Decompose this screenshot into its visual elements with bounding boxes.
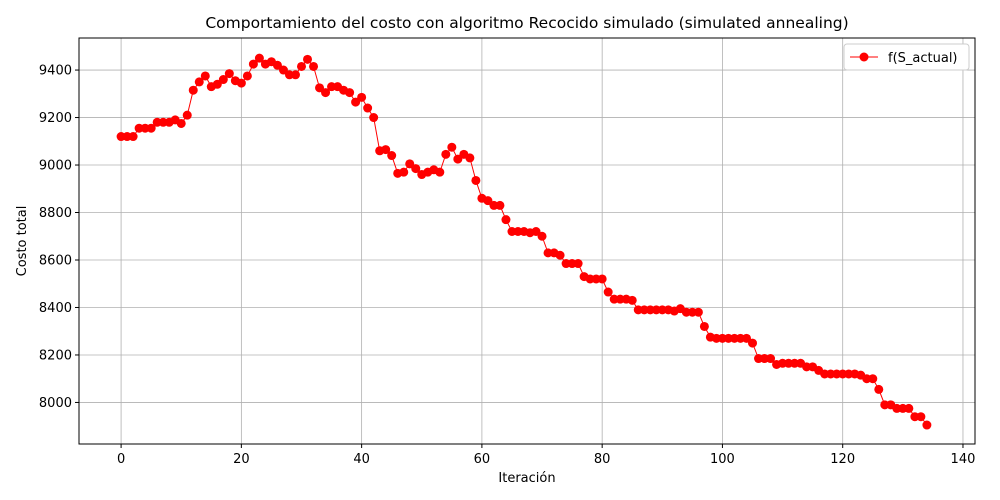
x-tick-label: 20 [233, 452, 250, 467]
data-point [218, 75, 228, 85]
data-point [435, 167, 445, 177]
y-axis-ticks: 8000 8200 8400 8600 8800 9000 9200 9400 [39, 64, 79, 411]
data-point [296, 61, 306, 71]
data-point [904, 403, 914, 413]
data-point [194, 77, 204, 87]
data-point [200, 71, 210, 81]
data-point [363, 103, 373, 113]
data-point [501, 215, 511, 225]
y-tick-label: 8200 [39, 348, 72, 363]
data-point [483, 196, 493, 206]
data-point [357, 92, 367, 102]
data-point [351, 97, 361, 107]
data-point [555, 250, 565, 260]
legend-box [843, 43, 970, 71]
grid-lines [79, 38, 975, 444]
x-tick-label: 40 [353, 452, 370, 467]
data-point [303, 54, 313, 64]
x-tick-label: 0 [117, 452, 125, 467]
data-point [315, 83, 325, 93]
data-point [922, 420, 932, 430]
data-point [495, 200, 505, 210]
data-point [465, 153, 475, 163]
x-tick-label: 100 [710, 452, 735, 467]
data-point [411, 164, 421, 174]
y-tick-label: 9400 [39, 64, 72, 79]
chart-title: Comportamiento del costo con algoritmo R… [205, 14, 848, 32]
data-point [236, 78, 246, 88]
y-tick-label: 8800 [39, 206, 72, 221]
data-point [441, 149, 451, 159]
data-point [242, 71, 252, 81]
data-point [387, 151, 397, 161]
data-point [399, 167, 409, 177]
y-tick-label: 8600 [39, 253, 72, 268]
y-axis-label: Costo total [15, 206, 30, 277]
data-point [597, 274, 607, 284]
legend: f(S_actual) [843, 43, 970, 71]
data-point [531, 227, 541, 237]
data-point [471, 175, 481, 185]
data-point [766, 354, 776, 364]
data-point [874, 384, 884, 394]
data-point [176, 118, 186, 128]
data-point [278, 65, 288, 75]
data-point [741, 333, 751, 343]
data-point [224, 69, 234, 79]
data-point [309, 61, 319, 71]
x-tick-label: 120 [830, 452, 855, 467]
x-axis-label: Iteración [498, 471, 555, 486]
data-point [453, 154, 463, 164]
data-point [248, 59, 258, 69]
data-point [188, 85, 198, 95]
data-point [369, 113, 379, 123]
y-tick-label: 9000 [39, 159, 72, 174]
x-tick-label: 140 [951, 452, 976, 467]
data-point [345, 88, 355, 98]
data-point [627, 295, 637, 305]
data-points [116, 53, 932, 430]
y-tick-label: 8400 [39, 301, 72, 316]
y-tick-label: 8000 [39, 396, 72, 411]
data-point [290, 70, 300, 80]
legend-marker-sample [859, 52, 869, 62]
data-point [405, 159, 415, 169]
data-point [182, 110, 192, 120]
x-tick-label: 80 [594, 452, 611, 467]
x-axis-ticks: 0 20 40 60 80 100 120 140 [117, 444, 975, 467]
data-point [272, 60, 282, 70]
legend-label: f(S_actual) [888, 51, 958, 66]
data-point [699, 321, 709, 331]
data-point [212, 79, 222, 89]
data-point [603, 287, 613, 297]
data-point [868, 374, 878, 384]
data-point [146, 123, 156, 133]
data-point [128, 132, 138, 142]
data-point [916, 412, 926, 422]
data-point [254, 53, 264, 63]
data-point [537, 231, 547, 241]
data-point [573, 259, 583, 269]
data-point [321, 88, 331, 98]
plot-area-frame [78, 37, 976, 445]
y-tick-label: 9200 [39, 111, 72, 126]
x-tick-label: 60 [474, 452, 491, 467]
data-point [693, 307, 703, 317]
data-point [748, 338, 758, 348]
data-point [381, 145, 391, 155]
data-point [447, 142, 457, 152]
